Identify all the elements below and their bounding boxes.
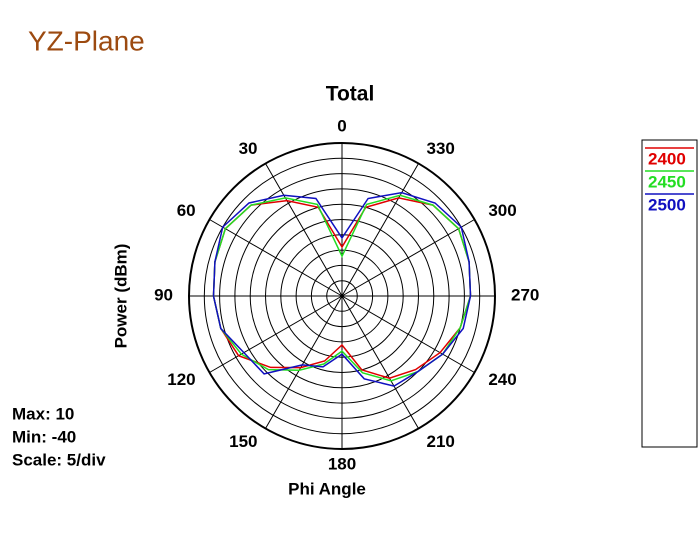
x-axis-label: Phi Angle bbox=[288, 479, 366, 498]
angle-tick-label: 30 bbox=[239, 139, 258, 158]
angle-tick-label: 270 bbox=[511, 285, 539, 304]
legend-label: 2450 bbox=[648, 172, 686, 191]
page-title: YZ-Plane bbox=[28, 25, 145, 56]
grid-spoke bbox=[265, 163, 343, 297]
angle-tick-label: 210 bbox=[427, 432, 455, 451]
legend-box bbox=[641, 139, 698, 448]
grid-spoke bbox=[209, 295, 343, 373]
series-line bbox=[212, 191, 472, 387]
legend-label: 2500 bbox=[648, 195, 686, 214]
stat-text: Scale: 5/div bbox=[12, 450, 106, 469]
angle-tick-label: 0 bbox=[337, 116, 346, 135]
grid-spoke bbox=[341, 295, 475, 373]
grid-spoke bbox=[209, 219, 343, 297]
stat-text: Max: 10 bbox=[12, 404, 74, 423]
angle-tick-label: 240 bbox=[488, 370, 516, 389]
angle-tick-label: 180 bbox=[328, 454, 356, 473]
grid-spoke bbox=[341, 163, 419, 297]
y-axis-label: Power (dBm) bbox=[111, 244, 130, 349]
angle-tick-label: 90 bbox=[154, 285, 173, 304]
series-line bbox=[212, 194, 472, 382]
angle-tick-label: 150 bbox=[229, 432, 257, 451]
angle-tick-label: 120 bbox=[167, 370, 195, 389]
legend-label: 2400 bbox=[648, 149, 686, 168]
grid-spoke bbox=[265, 295, 343, 429]
grid-spoke bbox=[341, 219, 475, 297]
angle-tick-label: 60 bbox=[177, 201, 196, 220]
angle-tick-label: 300 bbox=[488, 201, 516, 220]
grid-spoke bbox=[341, 295, 419, 429]
chart-title: Total bbox=[326, 83, 375, 106]
stat-text: Min: -40 bbox=[12, 427, 76, 446]
angle-tick-label: 330 bbox=[427, 139, 455, 158]
